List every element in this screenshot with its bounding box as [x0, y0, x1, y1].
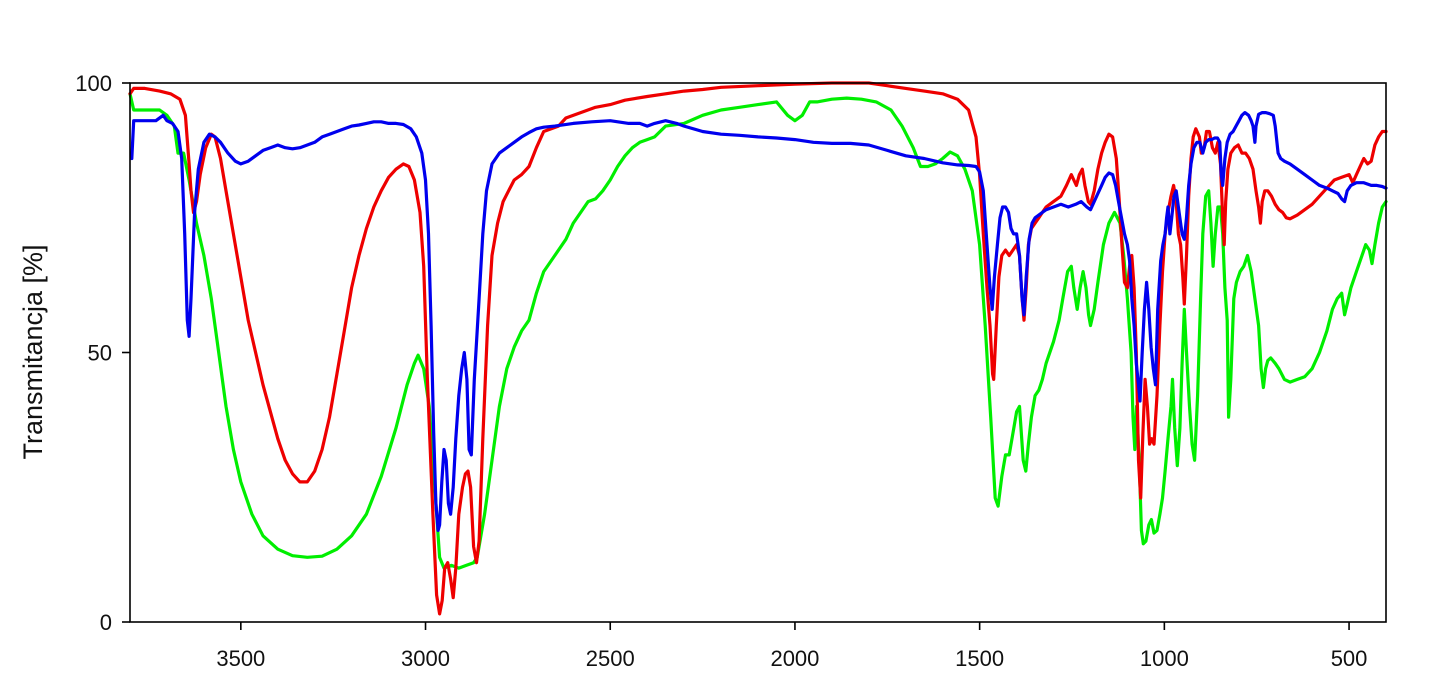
x-tick-label: 3500 — [216, 646, 265, 671]
x-tick-label: 500 — [1331, 646, 1368, 671]
series-line-1 — [128, 92, 1388, 570]
y-tick-label: 100 — [75, 71, 112, 96]
series-line-3 — [130, 111, 1388, 532]
x-tick-label: 1000 — [1140, 646, 1189, 671]
x-axis: 3500 3000 2500 2000 1500 1000 500 — [216, 622, 1367, 671]
y-axis-title: Transmitancja [%] — [18, 244, 48, 459]
x-tick-label: 2000 — [770, 646, 819, 671]
x-tick-label: 1500 — [955, 646, 1004, 671]
series-layer — [128, 81, 1388, 616]
x-tick-label: 2500 — [586, 646, 635, 671]
x-tick-label: 3000 — [401, 646, 450, 671]
y-tick-label: 50 — [88, 341, 112, 366]
y-tick-label: 0 — [100, 610, 112, 635]
y-axis: 0 50 100 — [75, 71, 130, 635]
